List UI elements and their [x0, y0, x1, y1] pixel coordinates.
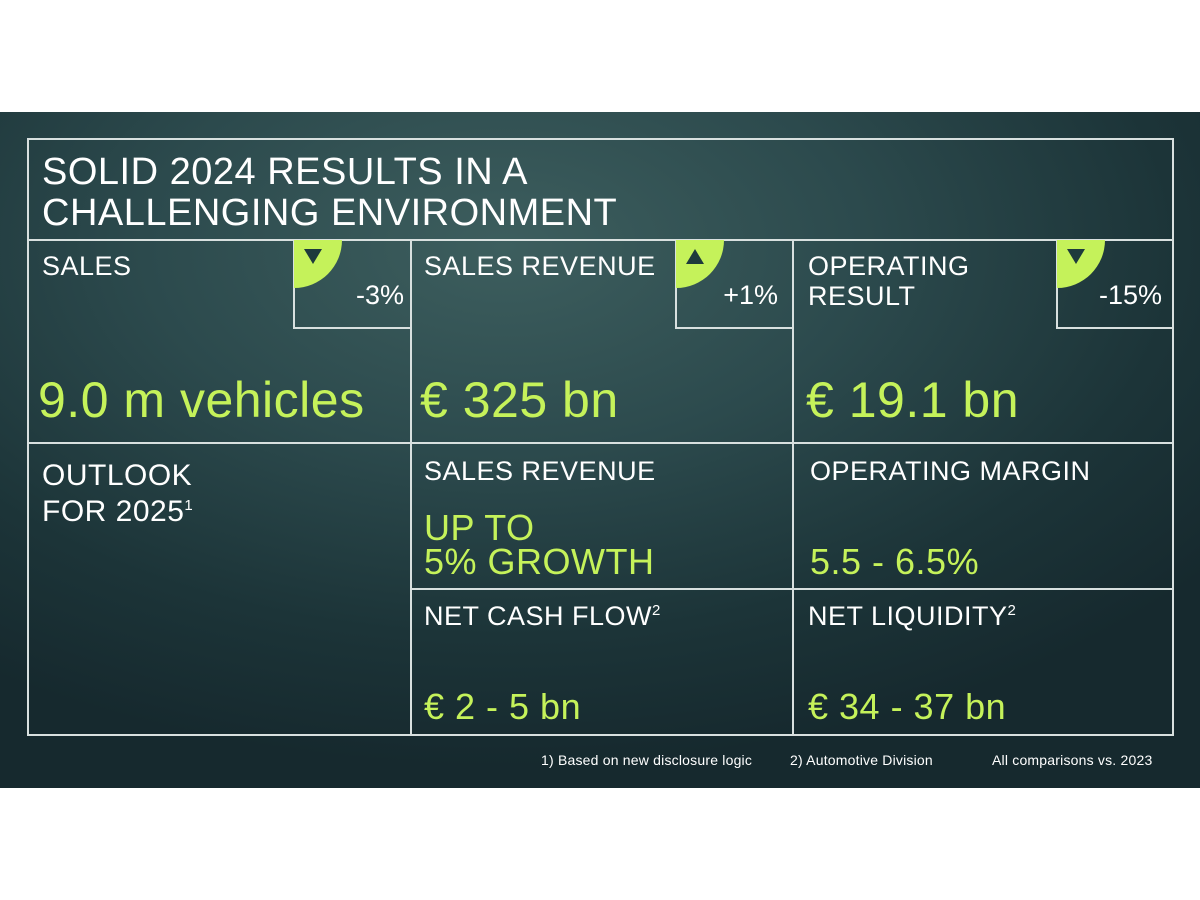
down-triangle-icon [294, 240, 342, 288]
outlook-margin-label: OPERATING MARGIN [810, 456, 1091, 486]
title-divider [27, 239, 1174, 241]
slide-title: SOLID 2024 RESULTS IN A CHALLENGING ENVI… [42, 152, 617, 234]
footnote-ref-1: 1 [184, 497, 194, 514]
kpi-revenue-value: € 325 bn [420, 372, 619, 428]
outlook-label: OUTLOOK FOR 20251 [42, 459, 194, 528]
badge-box-result-left [1056, 239, 1058, 328]
frame-top [27, 138, 1174, 140]
slide-title-line-1: SOLID 2024 RESULTS IN A [42, 151, 528, 193]
kpi-revenue-label: SALES REVENUE [424, 251, 656, 281]
outlook-liquidity-label: NET LIQUIDITY2 [808, 601, 1017, 631]
footnote-ref-2: 2 [652, 602, 661, 619]
up-triangle-icon [676, 240, 724, 288]
kpi-divider [27, 442, 1174, 444]
outlook-revenue-value: UP TO 5% GROWTH [424, 507, 655, 582]
badge-box-revenue-bottom [675, 327, 793, 329]
footnote-1: 1) Based on new disclosure logic [541, 752, 753, 768]
badge-box-revenue-left [675, 239, 677, 328]
badge-box-result-bottom [1056, 327, 1174, 329]
badge-box-sales-bottom [293, 327, 411, 329]
badge-box-sales-left [293, 239, 295, 328]
slide-title-line-2: CHALLENGING ENVIRONMENT [42, 192, 618, 234]
frame-bottom [27, 734, 1174, 736]
outlook-liquidity-value: € 34 - 37 bn [808, 686, 1007, 727]
footnote-ref-2: 2 [1007, 602, 1017, 619]
outlook-revenue-label: SALES REVENUE [424, 456, 656, 486]
kpi-sales-change: -3% [355, 280, 404, 310]
comparison-note: All comparisons vs. 2023 [992, 752, 1153, 768]
kpi-result-change: -15% [1098, 280, 1162, 310]
kpi-result-label: OPERATING RESULT [808, 251, 970, 311]
down-triangle-icon [1057, 240, 1105, 288]
kpi-sales-value: 9.0 m vehicles [38, 372, 365, 428]
results-slide: SOLID 2024 RESULTS IN A CHALLENGING ENVI… [0, 112, 1200, 788]
kpi-result-value: € 19.1 bn [806, 372, 1020, 428]
kpi-sales-label: SALES [42, 251, 132, 281]
column-divider-2 [792, 239, 794, 735]
footnote-2: 2) Automotive Division [790, 752, 933, 768]
frame-left [27, 138, 29, 735]
outlook-margin-value: 5.5 - 6.5% [810, 541, 980, 582]
frame-right [1172, 138, 1174, 735]
kpi-revenue-change: +1% [723, 280, 778, 310]
results-grid [0, 112, 1200, 788]
outlook-cashflow-value: € 2 - 5 bn [424, 686, 582, 727]
column-divider-1 [410, 239, 412, 735]
outlook-cashflow-label: NET CASH FLOW2 [424, 601, 661, 631]
